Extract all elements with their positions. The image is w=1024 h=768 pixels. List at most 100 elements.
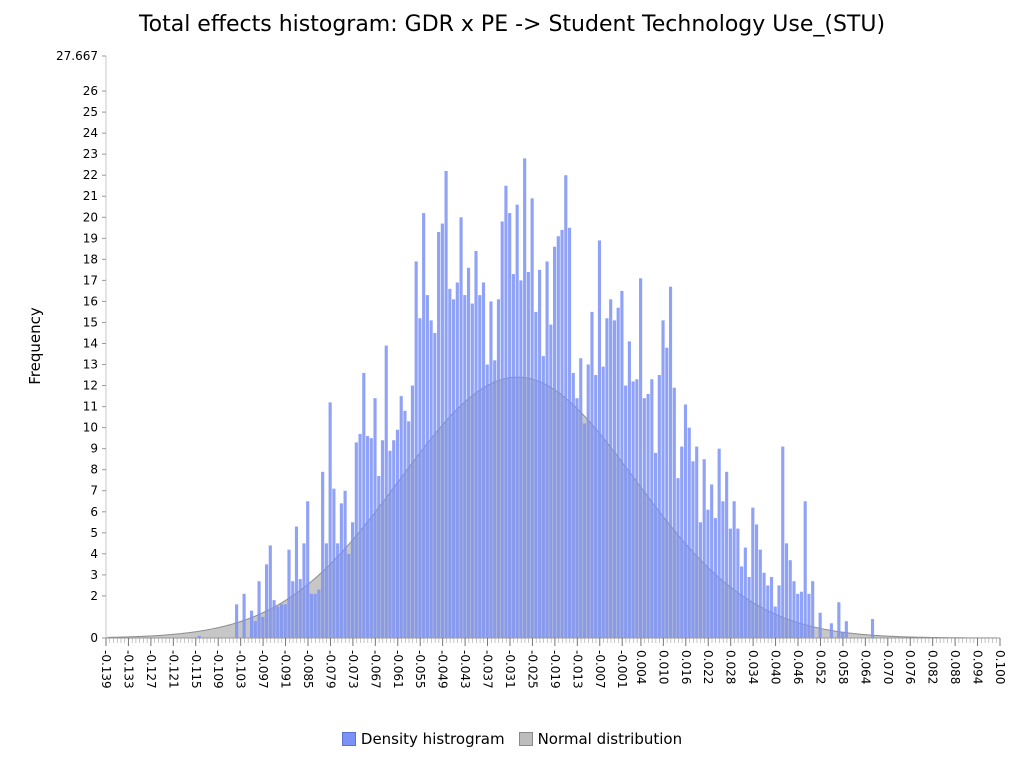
histogram-bar — [773, 606, 777, 638]
histogram-bar — [710, 484, 714, 638]
histogram-bar — [384, 345, 388, 638]
histogram-bar — [841, 631, 845, 638]
y-tick-label: 11 — [83, 400, 98, 414]
histogram-bar — [556, 236, 560, 638]
histogram-bar — [837, 602, 841, 638]
histogram-bar — [242, 593, 246, 638]
x-tick-label: 0.076 — [903, 650, 917, 684]
histogram-bar — [440, 223, 444, 638]
histogram-bar — [377, 476, 381, 638]
histogram-bar — [500, 221, 504, 639]
histogram-bar — [687, 427, 691, 638]
histogram-bar — [481, 282, 486, 638]
histogram-bar — [740, 566, 744, 638]
histogram-bar — [496, 299, 501, 638]
y-tick-label: 3 — [90, 568, 98, 582]
histogram-bar — [508, 213, 512, 638]
histogram-bar — [564, 175, 568, 638]
histogram-bar — [455, 282, 459, 638]
histogram-bar — [317, 589, 321, 638]
histogram-bar — [683, 404, 688, 638]
histogram-bar — [609, 299, 613, 638]
histogram-bar — [410, 385, 414, 638]
histogram-bar — [328, 402, 332, 638]
x-tick-label: -0.067 — [368, 650, 382, 689]
histogram-bar — [590, 311, 594, 638]
legend-label-normal: Normal distribution — [537, 730, 683, 748]
x-tick-label: 0.082 — [926, 650, 940, 684]
histogram-bar — [784, 543, 789, 638]
y-tick-label: 20 — [83, 210, 98, 224]
x-tick-label: 0.022 — [701, 650, 715, 684]
histogram-bar — [549, 324, 553, 638]
y-tick-label: 0 — [90, 631, 98, 645]
y-tick-label: 13 — [83, 358, 98, 372]
legend: Density histrogram Normal distribution — [0, 730, 1024, 748]
histogram-bar — [717, 448, 721, 638]
plot-area: 0234567891011121314151617181920212223242… — [56, 49, 1007, 689]
histogram-bar — [463, 295, 467, 638]
legend-item-normal[interactable]: Normal distribution — [518, 730, 683, 748]
x-tick-label: 0.034 — [746, 650, 760, 684]
histogram-bar — [515, 204, 519, 638]
histogram-bar — [713, 518, 717, 638]
histogram-bar — [365, 436, 370, 638]
histogram-bar — [665, 347, 669, 638]
histogram-bar — [627, 341, 631, 638]
histogram-bar — [702, 459, 706, 638]
histogram-bar — [567, 227, 572, 639]
histogram-bar — [235, 604, 239, 638]
histogram-bar — [769, 577, 774, 638]
histogram-bar — [672, 387, 676, 638]
histogram-bar — [597, 240, 602, 639]
histogram-bar — [870, 619, 875, 638]
histogram-bar — [582, 423, 587, 638]
x-tick-label: 0.064 — [858, 650, 872, 684]
y-tick-label: 17 — [83, 273, 98, 287]
axes-layer: 0234567891011121314151617181920212223242… — [56, 49, 1007, 689]
x-tick-label: 0.094 — [971, 650, 985, 684]
histogram-bar — [698, 522, 703, 638]
histogram-bar — [250, 610, 254, 638]
histogram-bar — [343, 490, 347, 638]
x-tick-label: -0.019 — [548, 650, 562, 689]
histogram-bar — [668, 286, 673, 638]
histogram-bar — [489, 301, 493, 638]
histogram-bar — [470, 303, 474, 638]
histogram-bar — [721, 501, 725, 638]
histogram-bar — [747, 577, 751, 638]
legend-item-density[interactable]: Density histrogram — [341, 730, 505, 748]
histogram-bar — [751, 507, 755, 638]
histogram-bar — [788, 560, 792, 638]
y-tick-label: 12 — [83, 379, 98, 393]
histogram-bar — [579, 358, 583, 638]
histogram-bar — [279, 604, 284, 638]
histogram-bar — [306, 501, 310, 638]
histogram-bar — [829, 623, 833, 638]
histogram-bar — [691, 461, 695, 638]
x-tick-label: 0.058 — [836, 650, 850, 684]
histogram-bar — [324, 543, 328, 638]
y-tick-label: 25 — [83, 105, 98, 119]
histogram-bar — [616, 307, 620, 638]
y-tick-label: 26 — [83, 84, 98, 98]
histogram-bar — [493, 360, 497, 638]
histogram-bar — [530, 198, 534, 638]
x-tick-label: -0.085 — [301, 650, 315, 689]
histogram-bar — [807, 593, 811, 638]
histogram-bar — [339, 503, 343, 638]
x-tick-label: 0.046 — [791, 650, 805, 684]
x-tick-label: 0.028 — [724, 650, 738, 684]
x-tick-label: 0.070 — [881, 650, 895, 684]
x-tick-label: -0.055 — [413, 650, 427, 689]
histogram-bar — [538, 269, 542, 638]
bars-layer — [197, 158, 875, 639]
histogram-bar — [754, 524, 759, 638]
histogram-bar — [661, 320, 665, 638]
x-tick-label: -0.043 — [458, 650, 472, 689]
x-tick-label: -0.097 — [256, 650, 270, 689]
histogram-bar — [635, 379, 639, 638]
histogram-bar — [545, 261, 549, 638]
histogram-bar — [268, 545, 272, 638]
histogram-bar — [766, 585, 770, 638]
